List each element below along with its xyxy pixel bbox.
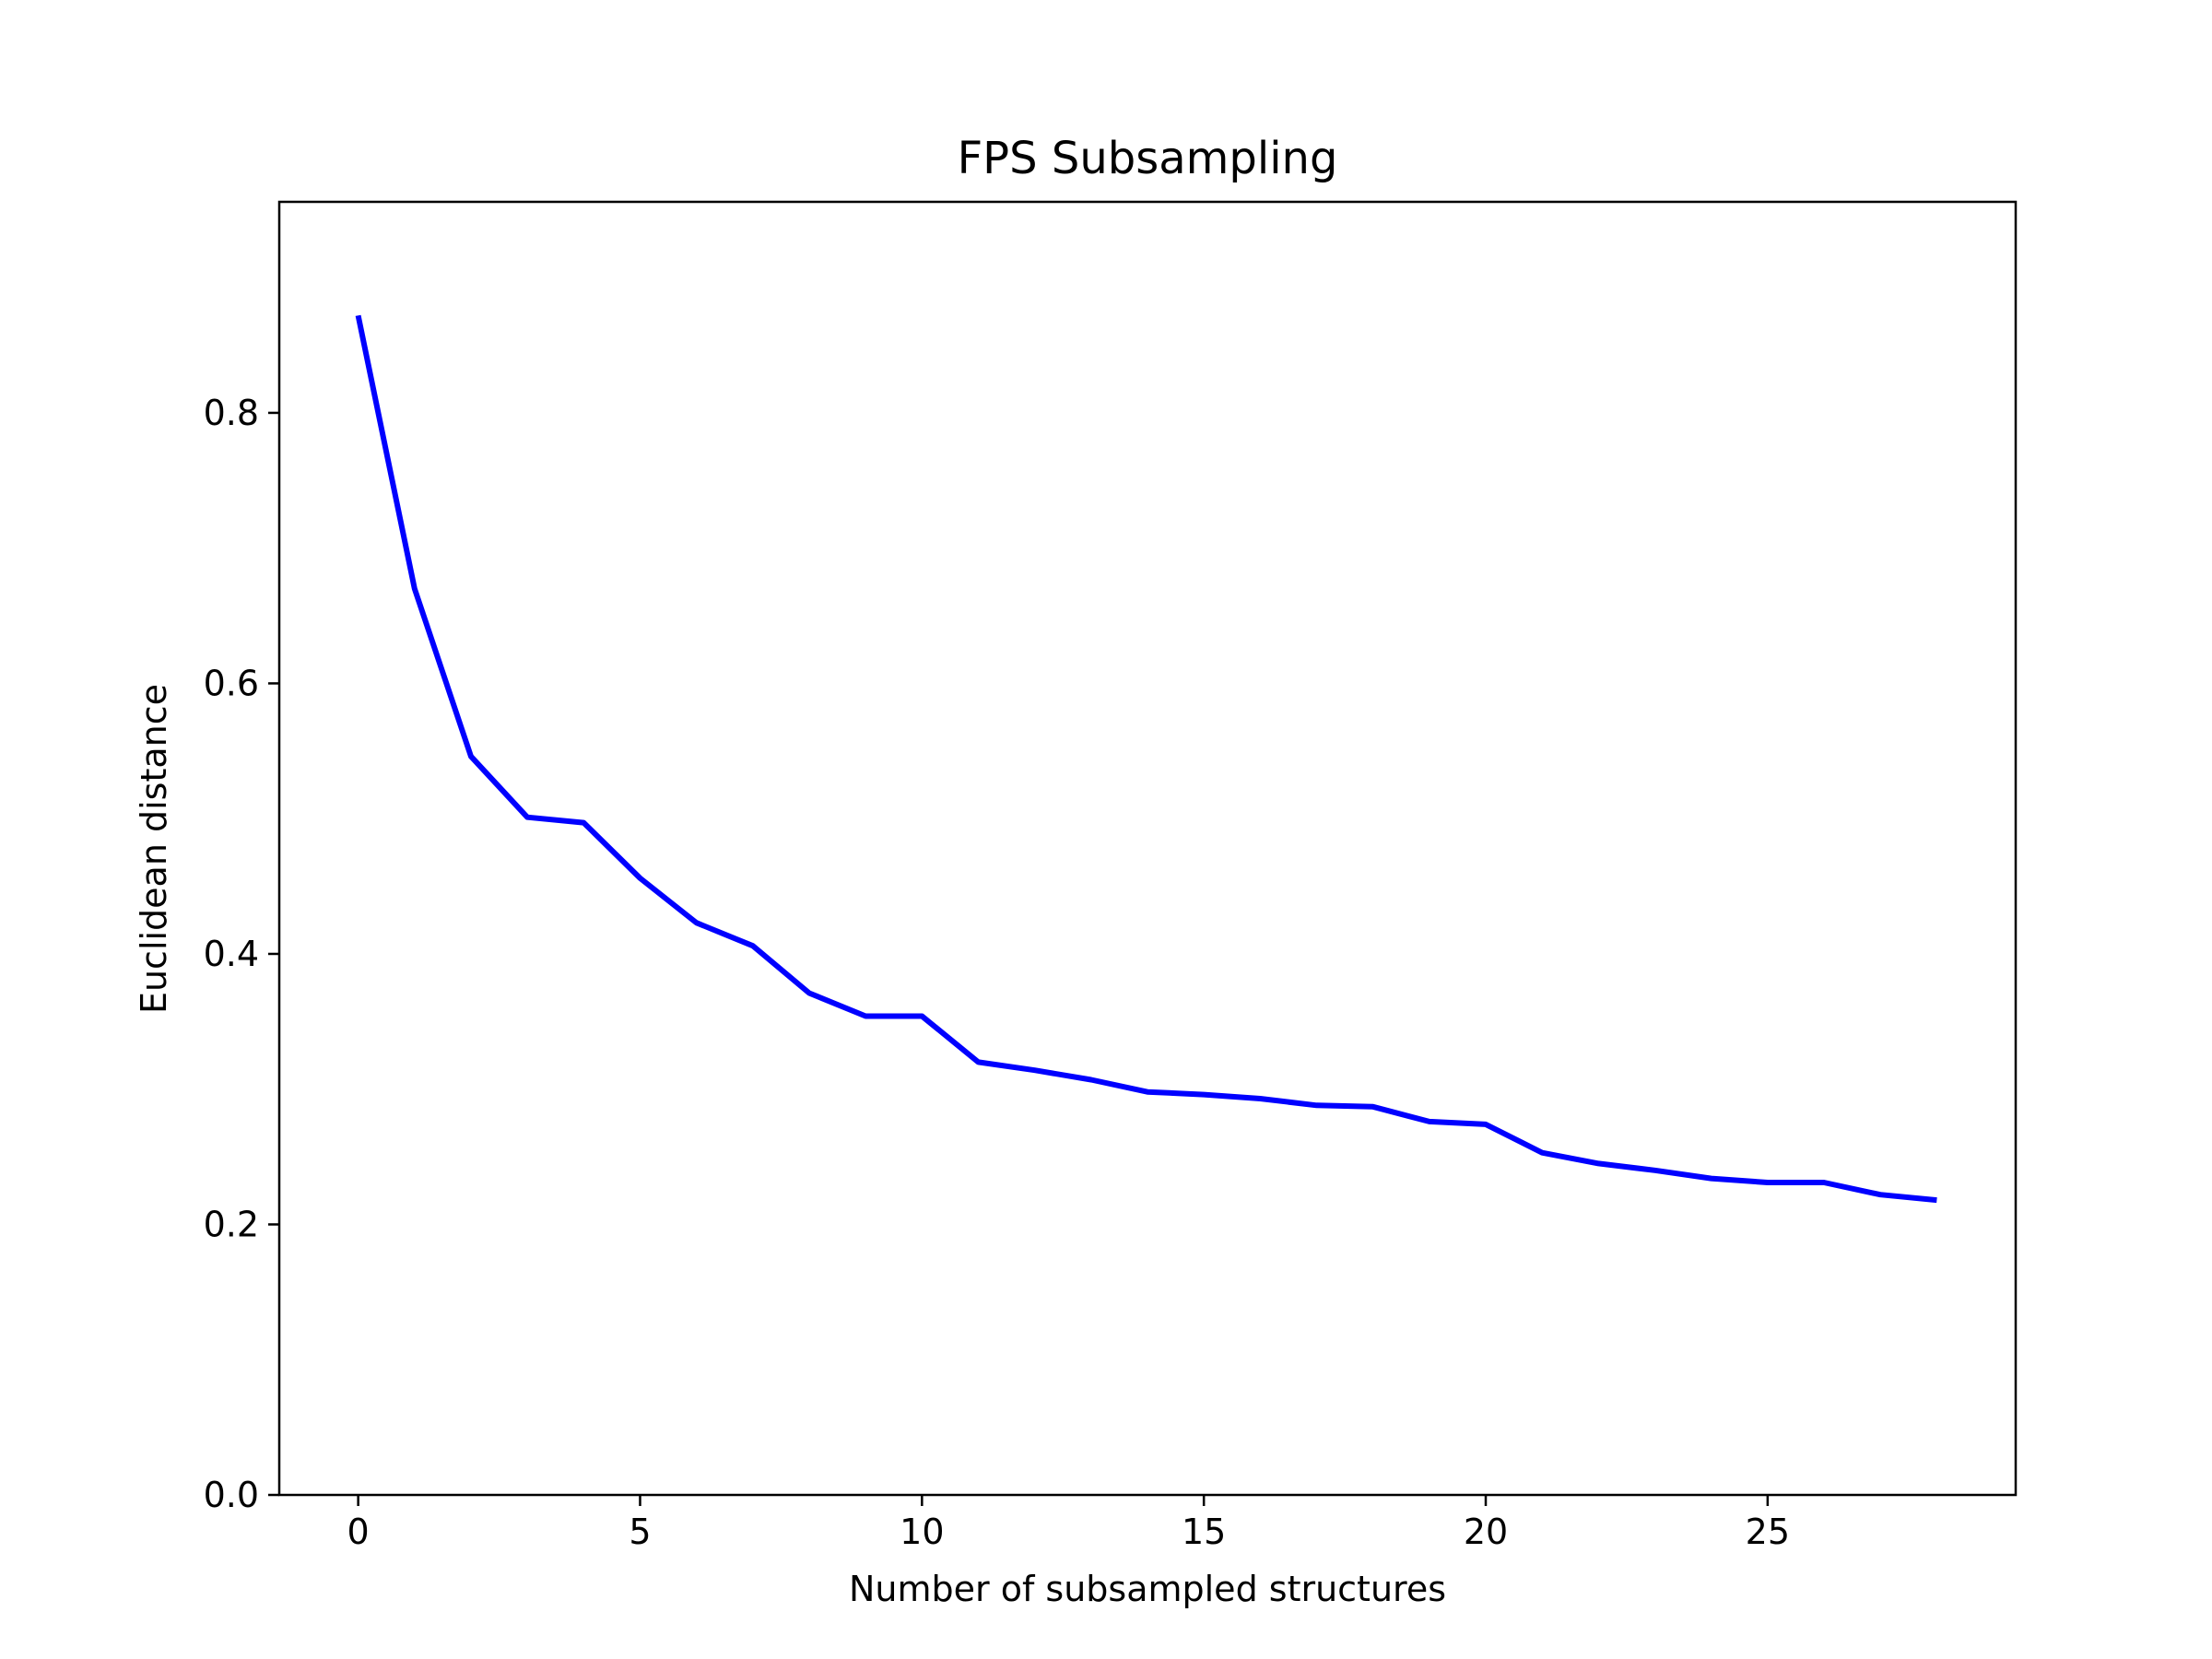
y-tick-label: 0.0 [204,1475,259,1515]
plot-area: 0 5 10 15 20 25 0.0 0.2 0.4 0.6 0.8 [204,200,2018,1552]
x-tick-label: 10 [900,1512,944,1552]
chart-title: FPS Subsampling [958,133,1338,184]
y-tick-label: 0.4 [204,934,259,974]
x-tick-label: 20 [1464,1512,1508,1552]
x-tick-label: 5 [629,1512,651,1552]
x-tick-label: 25 [1746,1512,1790,1552]
y-axis-label: Euclidean distance [134,684,174,1014]
y-tick-label: 0.8 [204,393,259,433]
x-axis-label: Number of subsampled structures [849,1569,1446,1609]
y-tick-label: 0.6 [204,663,259,703]
axes-frame [277,200,2018,1497]
x-tick-label: 15 [1182,1512,1226,1552]
series-line-0 [355,314,1937,1204]
y-tick-label: 0.2 [204,1204,259,1244]
x-tick-label: 0 [347,1512,370,1552]
